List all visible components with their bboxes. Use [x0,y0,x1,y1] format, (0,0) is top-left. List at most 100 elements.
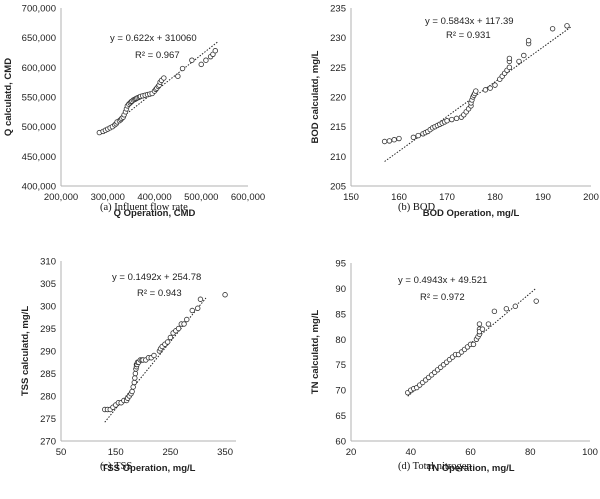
r-squared-label: R² = 0.943 [137,288,182,299]
data-point [130,384,136,390]
data-point [506,64,513,71]
y-tick-label: 215 [330,122,346,133]
chart-panel-1: 200,000 300,000 400,000 500,000 600,000 400,0… [3,4,265,220]
data-point [132,375,138,381]
data-point [479,326,486,332]
data-point [164,339,171,345]
y-tick-label: 220 [330,93,346,104]
y-tick-label: 500,000 [22,122,56,133]
r-squared-label: R² = 0.972 [420,292,465,303]
data-point [195,305,201,311]
data-point [485,321,492,327]
data-point [175,325,182,332]
data-point [487,85,493,91]
r-squared-label: R² = 0.931 [446,30,491,41]
chart-caption: (b) BOD [398,202,435,213]
y-tick-label: 230 [330,33,346,44]
data-point [175,73,181,79]
y-tick-label: 80 [335,335,346,346]
x-tick-label: 350 [217,447,233,458]
y-tick-label: 310 [40,257,56,268]
data-point [212,48,218,54]
chart-caption: (a) Influent flow rate [100,202,188,213]
x-tick-label: 400,000 [137,192,171,203]
chart-panel-4: 20 40 60 80 100 60 65 70 75 80 85 90 95 TN Operation,… [310,259,598,475]
data-point [506,55,513,62]
data-point [189,57,195,63]
data-point [482,87,489,93]
x-axis-title: TN Operation, mg/L [426,463,514,474]
y-tick-label: 285 [40,369,56,380]
data-point [167,334,174,341]
data-point [181,321,187,327]
x-tick-label: 80 [525,447,536,458]
data-point [396,135,402,142]
data-point [179,65,186,72]
x-axis-title: Q Operation, CMD [114,208,196,219]
chart-caption: (d) Total nitrogen [398,461,472,472]
y-tick-label: 300 [40,302,56,313]
x-tick-label: 100 [582,447,598,458]
data-point [453,115,460,122]
data-point [476,321,483,327]
data-point [222,292,228,298]
data-point [203,57,209,63]
r-squared-label: R² = 0.967 [135,50,180,61]
data-point [161,75,167,81]
data-point [410,134,417,141]
data-point [491,308,498,315]
trend-equation: y = 0.1492x + 254.78 [112,272,201,283]
y-tick-label: 550,000 [22,93,56,104]
x-tick-label: 180 [487,192,503,203]
data-point [415,132,421,139]
x-tick-label: 150 [108,447,124,458]
y-tick-label: 210 [330,152,346,163]
y-axis-title: TSS calculatd, mg/L [20,306,31,396]
data-point [184,316,190,323]
y-tick-label: 65 [335,411,346,422]
x-tick-label: 300,000 [91,192,125,203]
data-point [386,138,393,144]
trend-equation: y = 0.4943x + 49.521 [398,275,487,286]
y-tick-label: 280 [40,392,56,403]
y-tick-label: 75 [335,360,346,371]
data-point [151,352,157,359]
data-point [131,379,137,386]
data-point [512,303,519,309]
y-tick-label: 290 [40,347,56,358]
y-tick-label: 400,000 [22,182,56,193]
y-axis-title: Q calculatd, CMD [3,58,14,136]
trend-equation: y = 0.5843x + 117.39 [425,16,514,27]
chart-panel-2: 150 160 170 180 190 200 205 210 215 220 225 230 235 B… [310,4,599,220]
y-tick-label: 450,000 [22,152,56,163]
data-point [525,37,532,44]
x-tick-label: 200 [583,192,599,203]
y-tick-label: 305 [40,279,56,290]
y-tick-label: 60 [335,437,346,448]
data-point [564,23,570,29]
data-point [197,296,204,302]
x-axis-title: TSS Operation, mg/L [102,463,196,474]
data-point [516,58,522,65]
x-tick-label: 60 [465,447,476,458]
y-tick-label: 600,000 [22,63,56,74]
data-point [132,370,139,377]
trendline [384,25,573,162]
x-tick-label: 40 [405,447,416,458]
data-point [470,341,477,348]
y-tick-label: 270 [40,437,56,448]
data-point [129,388,135,395]
data-point [449,116,455,123]
x-tick-label: 150 [343,192,359,203]
x-tick-label: 200,000 [44,192,78,203]
y-tick-label: 295 [40,324,56,335]
data-point [198,61,204,68]
chart-caption: (c) TSS [100,461,132,472]
y-tick-label: 70 [335,386,346,397]
x-tick-label: 50 [56,447,67,458]
x-tick-label: 20 [346,447,357,458]
data-point [189,307,195,314]
x-tick-label: 160 [391,192,407,203]
x-tick-label: 170 [439,192,455,203]
y-axis-title: TN calculatd, mg/L [310,310,321,395]
